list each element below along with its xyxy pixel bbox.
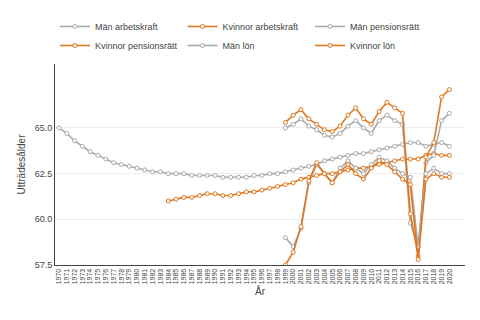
svg-text:1977: 1977 <box>110 269 117 285</box>
svg-text:2013: 2013 <box>391 269 398 285</box>
svg-text:År: År <box>255 285 266 297</box>
svg-text:1983: 1983 <box>157 269 164 285</box>
svg-text:Män lön: Män lön <box>223 41 255 51</box>
svg-text:1996: 1996 <box>258 269 265 285</box>
svg-text:Kvinnor pensionsrätt: Kvinnor pensionsrätt <box>95 41 178 51</box>
svg-text:60.0: 60.0 <box>35 214 53 224</box>
svg-text:1991: 1991 <box>219 269 226 285</box>
svg-text:65.0: 65.0 <box>35 123 53 133</box>
svg-text:1995: 1995 <box>250 269 257 285</box>
svg-text:2002: 2002 <box>305 269 312 285</box>
svg-text:62.5: 62.5 <box>35 169 53 179</box>
svg-text:2009: 2009 <box>360 269 367 285</box>
svg-text:2005: 2005 <box>329 269 336 285</box>
svg-text:1986: 1986 <box>180 269 187 285</box>
svg-text:1987: 1987 <box>188 269 195 285</box>
svg-text:Kvinnor arbetskraft: Kvinnor arbetskraft <box>223 22 299 32</box>
svg-text:2007: 2007 <box>344 269 351 285</box>
svg-text:1999: 1999 <box>282 269 289 285</box>
svg-text:2004: 2004 <box>321 269 328 285</box>
svg-text:2001: 2001 <box>297 269 304 285</box>
svg-text:1985: 1985 <box>172 269 179 285</box>
svg-text:2020: 2020 <box>446 269 453 285</box>
svg-text:1970: 1970 <box>55 269 62 285</box>
svg-text:1979: 1979 <box>125 269 132 285</box>
svg-text:2003: 2003 <box>313 269 320 285</box>
svg-text:2018: 2018 <box>430 269 437 285</box>
svg-text:1971: 1971 <box>63 269 70 285</box>
svg-text:1974: 1974 <box>86 269 93 285</box>
svg-text:Män arbetskraft: Män arbetskraft <box>95 22 158 32</box>
svg-text:2000: 2000 <box>289 269 296 285</box>
svg-text:1976: 1976 <box>102 269 109 285</box>
svg-text:1989: 1989 <box>204 269 211 285</box>
svg-text:2019: 2019 <box>438 269 445 285</box>
svg-text:1990: 1990 <box>211 269 218 285</box>
svg-text:Män pensionsrätt: Män pensionsrätt <box>350 22 420 32</box>
svg-text:1994: 1994 <box>243 269 250 285</box>
svg-text:2015: 2015 <box>407 269 414 285</box>
svg-text:2011: 2011 <box>375 269 382 284</box>
svg-text:2012: 2012 <box>383 269 390 285</box>
svg-text:1978: 1978 <box>118 269 125 285</box>
svg-text:2016: 2016 <box>414 269 421 285</box>
svg-text:1998: 1998 <box>274 269 281 285</box>
svg-text:2014: 2014 <box>399 269 406 285</box>
svg-text:2010: 2010 <box>368 269 375 285</box>
svg-text:1972: 1972 <box>71 269 78 285</box>
svg-text:2017: 2017 <box>422 269 429 285</box>
svg-text:Utträdesålder: Utträdesålder <box>16 134 27 195</box>
svg-text:1973: 1973 <box>79 269 86 285</box>
svg-text:2006: 2006 <box>336 269 343 285</box>
svg-text:1981: 1981 <box>141 269 148 285</box>
svg-text:Kvinnor lön: Kvinnor lön <box>350 41 395 51</box>
svg-text:1980: 1980 <box>133 269 140 285</box>
svg-text:1984: 1984 <box>165 269 172 285</box>
svg-text:1997: 1997 <box>266 269 273 285</box>
svg-text:1975: 1975 <box>94 269 101 285</box>
svg-text:2008: 2008 <box>352 269 359 285</box>
svg-text:1993: 1993 <box>235 269 242 285</box>
svg-text:57.5: 57.5 <box>35 260 53 270</box>
svg-text:1988: 1988 <box>196 269 203 285</box>
svg-text:1992: 1992 <box>227 269 234 285</box>
svg-text:1982: 1982 <box>149 269 156 285</box>
